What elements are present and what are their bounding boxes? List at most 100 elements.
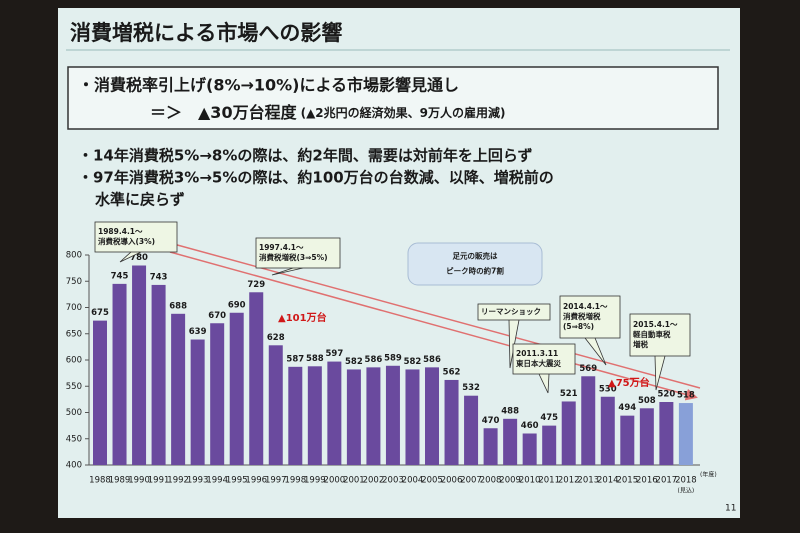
x-tick-label: 1993 [187,476,209,486]
x-tick-label: 2000 [324,476,346,486]
value-label: 475 [540,413,558,423]
x-tick-label: 2013 [577,476,599,486]
value-label: 494 [618,403,636,413]
x-tick-label: 2014 [597,476,619,486]
bar [385,365,400,465]
x-tick-label: 1999 [304,476,326,486]
x-tick-label: 2015 [616,476,638,486]
y-tick-label: 450 [66,434,82,444]
x-note: (見込) [678,487,695,495]
bar [229,312,244,465]
box-line: ・消費税率引上げ(8%→10%)による市場影響見通し [78,76,459,95]
chart: 400 450 500 550 600 650 700 750 800 1988 675 1989 74… [66,221,717,495]
annotation-text: 2011.3.11 [516,349,558,358]
callout-pointer [584,337,607,366]
y-tick-label: 700 [66,303,82,313]
x-tick-label: 2008 [480,476,502,486]
value-label: 518 [677,391,695,401]
x-tick-label: 2001 [343,476,365,486]
value-label: 530 [599,384,617,394]
y-tick-label: 750 [66,277,82,287]
value-label: 729 [247,280,265,290]
value-label: 780 [130,253,148,263]
bar [93,320,107,465]
annotation-text: (5⇒8%) [563,322,594,331]
y-tick-label: 650 [66,329,82,339]
bar [639,408,654,465]
callout-box [407,242,543,286]
bar [151,284,166,465]
bar [659,402,674,465]
value-label: 586 [365,355,383,365]
x-unit: (年度) [700,471,717,479]
value-label: 488 [501,406,519,416]
value-label: 569 [579,364,597,374]
box-note: (▲2兆円の経済効果、9万人の雇用減) [301,105,506,120]
bar [522,433,537,465]
trend-line [169,251,698,401]
callout-pointer [538,373,550,394]
bar [581,376,596,465]
x-tick-label: 2009 [499,476,521,486]
bar [503,418,518,465]
page-number: 11 [725,504,736,514]
bar [190,339,205,465]
annotation-text: 増税 [633,339,648,349]
x-tick-label: 1998 [284,476,306,486]
value-label: 562 [443,367,461,377]
value-label: 597 [325,349,343,359]
value-label: 508 [638,396,656,406]
x-tick-label: 2002 [363,476,385,486]
y-tick-label: 600 [66,356,82,366]
x-tick-label: 1991 [148,476,170,486]
x-tick-label: 1994 [206,476,228,486]
value-label: 470 [482,416,500,426]
value-label: 520 [657,390,675,400]
x-tick-label: 2012 [558,476,580,486]
callout-pointer [271,267,304,276]
x-tick-label: 1992 [167,476,189,486]
bar [425,367,440,465]
annotation-text: 足元の販売は [453,251,498,261]
annotation-text: 東日本大震災 [516,358,561,368]
value-label: 521 [560,389,578,399]
value-label: 588 [306,354,324,364]
y-tick-label: 500 [66,408,82,418]
annotation-text: 軽自動車税 [633,329,671,339]
box-line: ＝＞ ▲30万台程度 (▲2兆円の経済効果、9万人の雇用減) [150,103,505,122]
value-label: 586 [423,355,441,365]
x-tick-label: 1989 [109,476,131,486]
annotation-text: ▲75万台 [608,376,650,389]
bar [366,367,381,465]
annotation-text: 消費税増税(3⇒5%) [259,252,328,262]
bullet: ・97年消費税3%→5%の際は、約100万台の台数減、以降、増税前の [78,169,554,187]
bar [620,415,635,465]
x-tick-label: 2011 [538,476,560,486]
x-tick-label: 2004 [402,476,424,486]
annotation-text: 1989.4.1～ [98,227,143,236]
bar [464,395,479,465]
callout-box [559,295,621,339]
bar [483,428,498,465]
y-tick-label: 800 [66,251,82,261]
slide-title: 消費増税による市場への影響 [70,21,342,45]
y-tick-label: 400 [66,461,82,471]
value-label: 639 [189,327,207,337]
bar [542,425,557,465]
bar [210,323,225,465]
annotation-text: 2014.4.1～ [563,302,608,311]
bar [288,366,303,465]
x-tick-label: 1990 [128,476,150,486]
y-tick-label: 550 [66,382,82,392]
value-label: 582 [404,357,422,367]
callout-box [255,237,341,269]
x-tick-label: 2007 [460,476,482,486]
callout-box [512,343,576,375]
value-label: 675 [91,308,109,318]
annotation-text: 消費税増税 [563,311,601,321]
callout-pointer [119,251,142,263]
bar [405,369,420,465]
x-tick-label: 2016 [636,476,658,486]
value-label: 582 [345,357,363,367]
